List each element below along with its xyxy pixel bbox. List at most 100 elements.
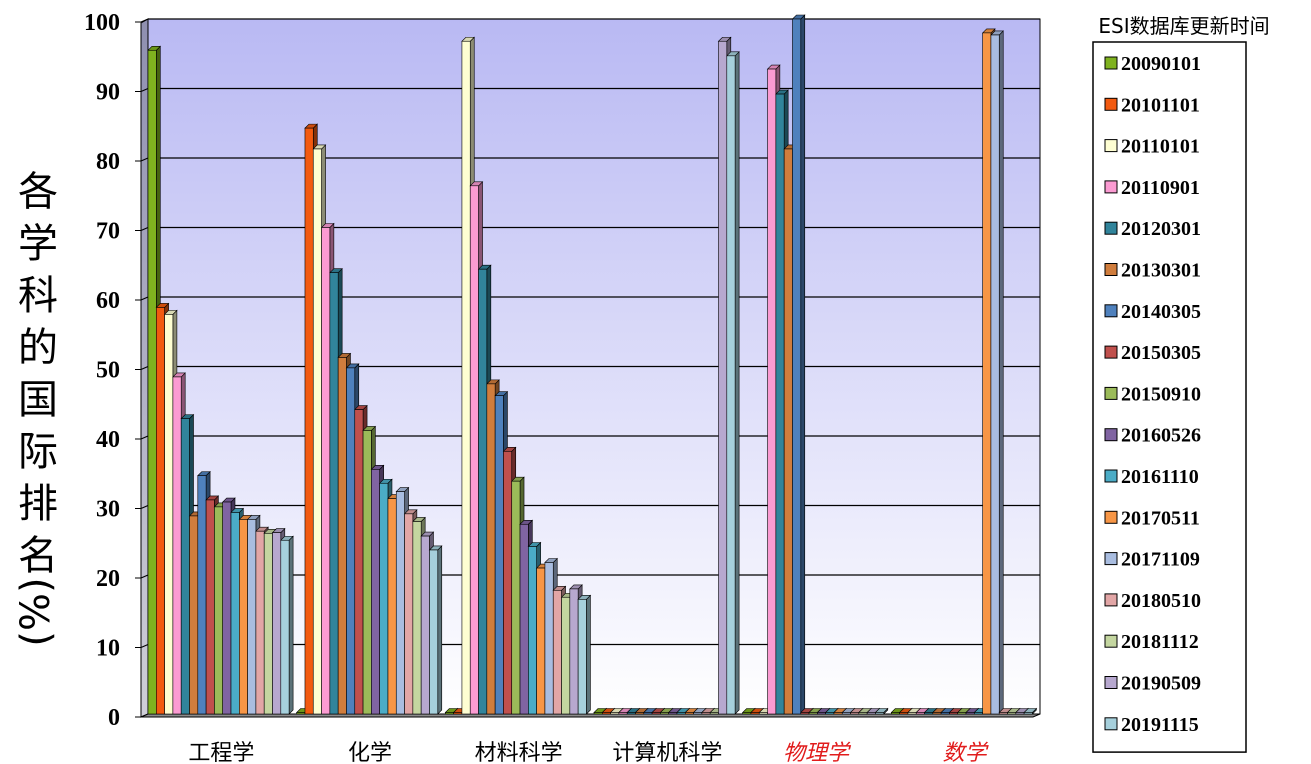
bar-front (189, 515, 199, 715)
bar-front (519, 523, 529, 715)
bar-front (618, 712, 628, 715)
bar-front (949, 712, 959, 715)
bar-front (965, 712, 975, 715)
bar-front (461, 40, 471, 715)
legend-swatch (1104, 180, 1118, 194)
legend-item: 20130301 (1104, 260, 1201, 282)
bar-side (586, 594, 591, 715)
legend-item: 20161110 (1104, 466, 1199, 488)
gridline-side (140, 574, 149, 579)
legend-swatch (1104, 510, 1118, 524)
bar-front (1015, 712, 1025, 715)
legend-label: 20130301 (1121, 260, 1201, 282)
bar-front (940, 712, 950, 715)
legend-item: 20150305 (1104, 342, 1201, 364)
bar-front (255, 530, 265, 715)
bar-front (222, 501, 232, 715)
bar-front (1023, 712, 1033, 715)
bar-front (337, 357, 347, 715)
gridline-side (140, 366, 149, 370)
bar-front (817, 712, 826, 715)
legend-swatch (1104, 676, 1118, 689)
legend-swatch (1104, 593, 1118, 607)
bar-side (998, 30, 1004, 715)
bar-front (610, 712, 620, 715)
bar-front (932, 712, 942, 715)
bar-front (850, 712, 860, 715)
bar-front (808, 712, 818, 715)
bar-side (734, 51, 740, 715)
legend-swatch (1104, 469, 1118, 483)
gridline-side (140, 644, 149, 648)
legend-label: 20101101 (1121, 94, 1200, 116)
bar-front (593, 712, 603, 715)
y-tick-label: 90 (96, 80, 120, 106)
bar-front (974, 712, 983, 715)
legend-swatch (1104, 263, 1118, 276)
y-axis-title-char: 学 (18, 221, 58, 267)
bar-front (651, 712, 661, 715)
bar-front (536, 567, 546, 715)
legend-swatch (1104, 634, 1118, 648)
y-axis-title-char: 科 (18, 273, 58, 319)
legend-swatch (1104, 386, 1118, 400)
bar-front (660, 712, 670, 715)
bar-front (718, 40, 728, 715)
bar-front (354, 409, 364, 715)
bar-front (899, 712, 909, 715)
legend-item: 20120301 (1104, 218, 1201, 240)
bar-front (280, 539, 290, 715)
y-tick-label: 70 (96, 219, 120, 245)
bar-front (891, 712, 900, 715)
bar-side (437, 545, 443, 715)
bar-front (561, 596, 571, 715)
bar-front (693, 712, 703, 715)
y-tick-label: 20 (96, 566, 120, 592)
legend-label: 20110901 (1121, 177, 1200, 199)
legend-item: 20140305 (1104, 301, 1201, 323)
legend-item: 20160526 (1104, 425, 1201, 447)
plot-floor (140, 713, 1041, 718)
bar-front (552, 589, 562, 715)
bar-front (701, 712, 711, 715)
gridline-side (140, 157, 149, 162)
legend-item: 20090101 (1104, 53, 1201, 75)
gridline-side (140, 296, 149, 301)
bar-front (709, 712, 719, 715)
bar-front (998, 712, 1008, 715)
bar-front (726, 55, 736, 715)
legend-title: ESI数据库更新时间 (1098, 14, 1269, 38)
x-axis-ticks: 工程学 化学 材料科学 计算机科学 物理学 数学 (188, 741, 989, 764)
legend-label: 20090101 (1121, 53, 1201, 75)
gridline-side (140, 435, 149, 440)
bar-front (825, 712, 835, 715)
bar (990, 30, 1004, 715)
gridline-side (140, 88, 149, 92)
bar (791, 14, 806, 715)
bar-front (643, 712, 653, 715)
bar-front (982, 32, 992, 715)
bar-front (494, 395, 504, 715)
bar-front (395, 491, 405, 715)
bar-front (312, 148, 322, 715)
legend-label: 20110101 (1121, 136, 1200, 158)
bar-front (503, 450, 513, 715)
bar-front (214, 506, 223, 715)
legend-swatch (1104, 345, 1118, 359)
y-tick-label: 30 (96, 497, 120, 523)
bar-front (800, 712, 810, 715)
bar (1023, 707, 1038, 715)
legend-label: 20171109 (1121, 549, 1200, 571)
x-tick-label: 工程学 (188, 741, 254, 764)
legend-swatch (1104, 304, 1118, 318)
bar-front (304, 127, 314, 715)
legend-item: 20101101 (1104, 94, 1200, 116)
y-axis-ticks: 0 10 20 30 40 50 60 70 80 90 100 (84, 10, 141, 731)
bar-front (180, 418, 190, 715)
bar-front (263, 532, 273, 715)
bar-front (239, 519, 248, 715)
legend-label: 20170511 (1121, 507, 1200, 529)
legend-swatch (1104, 97, 1118, 111)
y-tick-label: 60 (96, 288, 120, 314)
